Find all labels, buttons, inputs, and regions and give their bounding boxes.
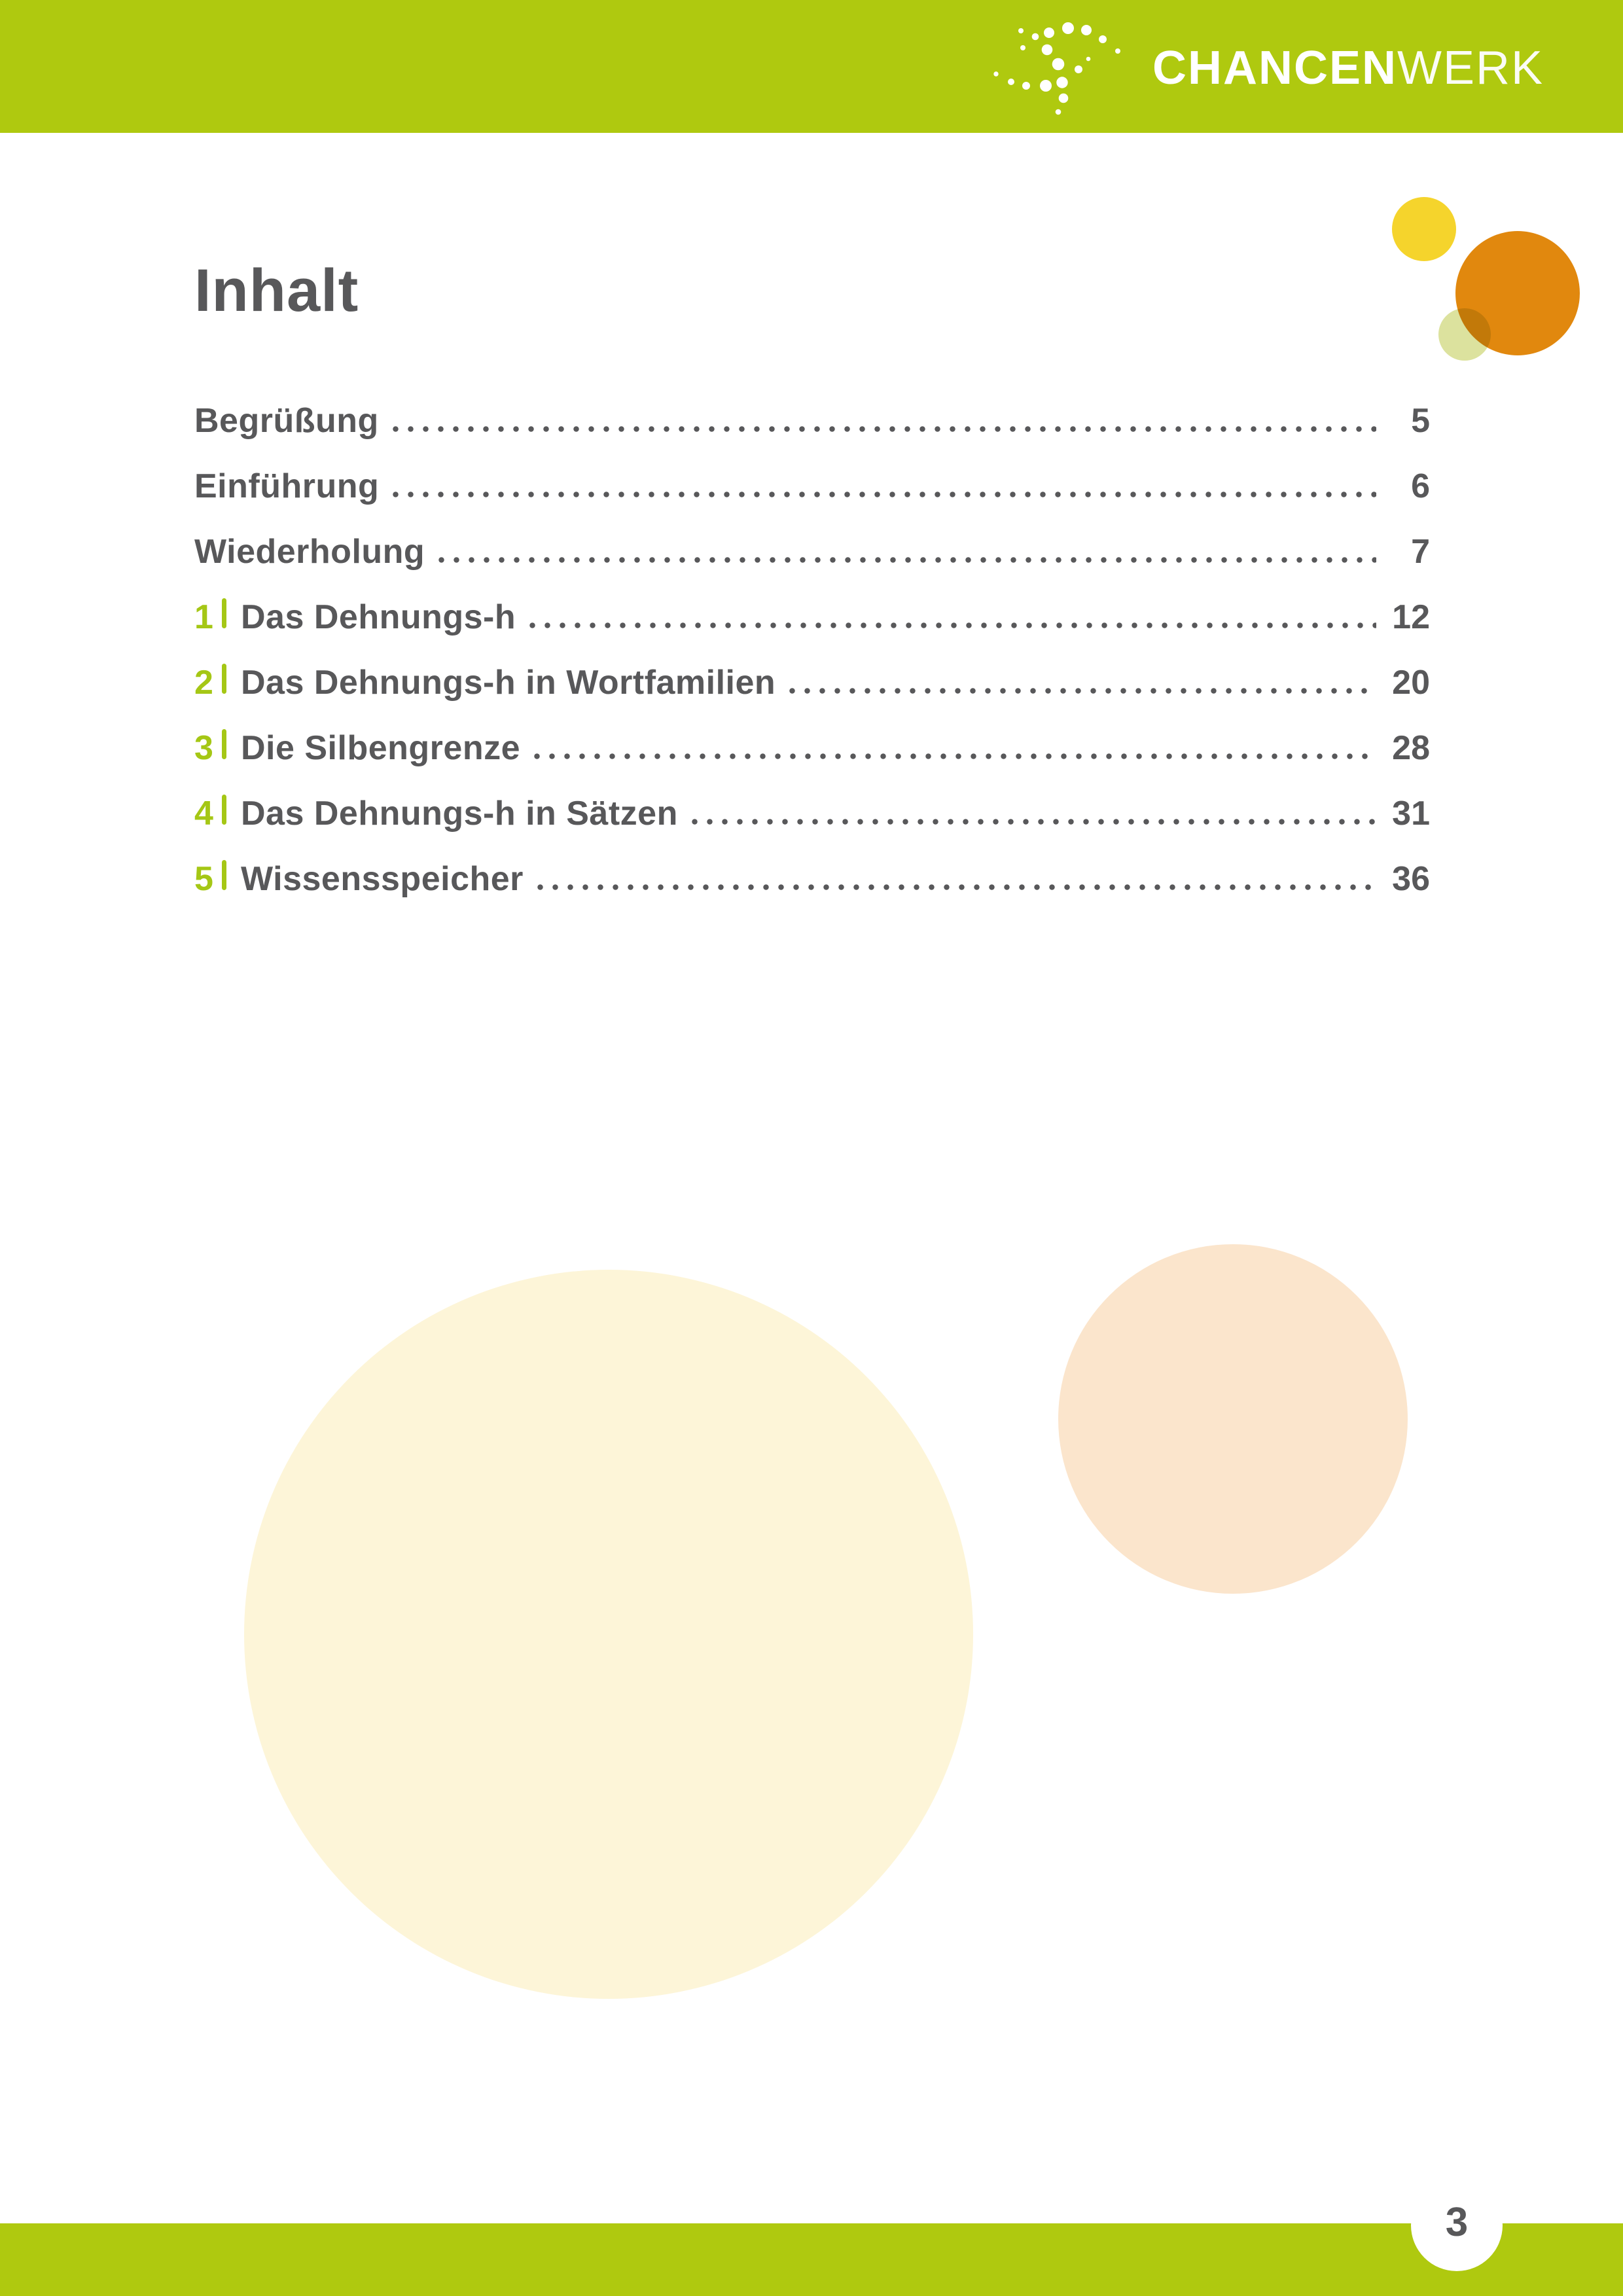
toc-dot-leader [529, 753, 1376, 759]
toc-entry-pipe-divider [222, 860, 226, 890]
toc-entry: 1 Das Dehnungs-h 12 [194, 584, 1430, 650]
toc-entry-title: Wiederholung [194, 533, 425, 571]
toc-entry-number: 3 [194, 729, 213, 767]
toc-dot-leader [387, 426, 1376, 432]
footer-bar [0, 2223, 1623, 2296]
toc-entry-title: Das Dehnungs-h in Wortfamilien [241, 664, 776, 702]
table-of-contents: Begrüßung 5 Einführung 6 Wiederholung 7 1 Das D… [194, 388, 1430, 912]
toc-entry: 5 Wissensspeicher 36 [194, 846, 1430, 912]
header-bar: CHANCENWERK [0, 0, 1623, 133]
wordmark-bold: CHANCEN [1152, 41, 1397, 94]
toc-dot-leader [687, 819, 1376, 825]
toc-entry-page-number: 12 [1392, 598, 1430, 636]
toc-entry: Begrüßung 5 [194, 388, 1430, 454]
page-title: Inhalt [194, 257, 359, 324]
toc-dot-leader [532, 884, 1376, 890]
page-number-badge: 3 [1411, 2179, 1503, 2271]
toc-entry-number: 1 [194, 598, 213, 636]
toc-entry-number: 2 [194, 664, 213, 702]
toc-entry-page-number: 31 [1392, 795, 1430, 833]
toc-entry-pipe-divider [222, 795, 226, 825]
toc-dot-leader [388, 492, 1376, 497]
toc-entry: 2 Das Dehnungs-h in Wortfamilien 20 [194, 650, 1430, 715]
decor-circle-yellow [1392, 197, 1456, 261]
toc-entry-title: Die Silbengrenze [241, 729, 520, 767]
toc-entry-page-number: 28 [1392, 729, 1430, 767]
toc-entry-title: Begrüßung [194, 402, 379, 440]
toc-dot-leader [525, 622, 1376, 628]
toc-entry-page-number: 5 [1411, 402, 1430, 440]
toc-entry-page-number: 36 [1392, 860, 1430, 898]
decor-circle-pale-green [1438, 308, 1491, 361]
toc-entry: 4 Das Dehnungs-h in Sätzen 31 [194, 781, 1430, 846]
toc-entry-page-number: 20 [1392, 664, 1430, 702]
toc-entry-title: Wissensspeicher [241, 860, 524, 898]
toc-entry: 3 Die Silbengrenze 28 [194, 715, 1430, 781]
toc-dot-leader [785, 688, 1376, 694]
toc-entry-title: Das Dehnungs-h in Sätzen [241, 795, 678, 833]
toc-entry-number: 4 [194, 795, 213, 833]
toc-entry-pipe-divider [222, 729, 226, 759]
toc-dot-leader [434, 557, 1376, 563]
toc-entry-title: Das Dehnungs-h [241, 598, 516, 636]
toc-entry: Wiederholung 7 [194, 519, 1430, 584]
wordmark-light: WERK [1397, 41, 1544, 94]
toc-entry: Einführung 6 [194, 454, 1430, 519]
chancenwerk-wordmark: CHANCENWERK [1152, 45, 1544, 92]
toc-entry-page-number: 6 [1411, 467, 1430, 505]
decor-circle-cream [244, 1270, 973, 1999]
toc-entry-page-number: 7 [1411, 533, 1430, 571]
chancenwerk-dots-swirl-icon [993, 22, 1120, 115]
toc-entry-pipe-divider [222, 664, 226, 694]
decor-circle-peach [1058, 1244, 1408, 1594]
toc-entry-number: 5 [194, 860, 213, 898]
toc-entry-pipe-divider [222, 598, 226, 628]
page-number: 3 [1445, 2200, 1469, 2245]
toc-entry-title: Einführung [194, 467, 380, 505]
chancenwerk-logo: CHANCENWERK [990, 0, 1544, 133]
